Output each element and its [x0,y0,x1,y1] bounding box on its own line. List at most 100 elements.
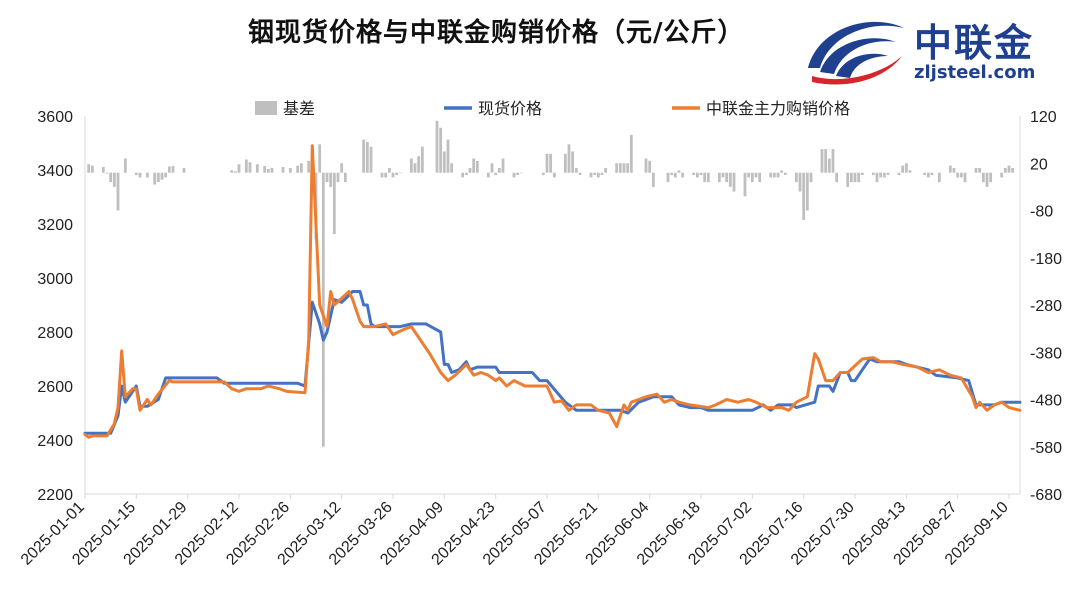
basis-bar [156,172,160,183]
basis-bar [985,172,989,187]
basis-bar [164,172,168,178]
basis-bar [263,166,267,173]
basis-bar [981,172,985,183]
y-left-tick-label: 2800 [37,325,73,342]
basis-bar [230,170,234,173]
basis-bar [574,167,578,173]
basis-bar [743,172,747,197]
basis-bar [600,172,604,176]
basis-bar [1011,167,1015,173]
basis-bar [604,167,608,173]
basis-bar [820,149,824,173]
basis-bar [266,168,270,173]
basis-bar [758,172,762,183]
y-right-tick-label: -380 [1030,345,1062,362]
logo: 中联金 zljsteel.com [800,6,1070,88]
basis-bar [798,172,802,192]
basis-bar [299,163,303,173]
basis-bar [783,172,787,176]
basis-bar [831,149,835,173]
y-left-tick-label: 2200 [37,487,73,504]
basis-bar [728,172,732,187]
basis-bar [677,170,681,173]
basis-bar [747,172,751,178]
logo-name: 中联金 [914,21,1035,65]
basis-bar [512,172,516,178]
basis-bar [622,163,626,173]
basis-bar [948,165,952,173]
basis-bar [853,172,857,183]
y-right-tick-label: -280 [1030,298,1062,315]
basis-bar [754,172,758,178]
basis-bar [318,144,322,173]
basis-bar [398,172,402,174]
basis-bar [930,172,934,176]
basis-bar [160,172,164,180]
basis-bar [706,172,710,183]
basis-bar [153,172,157,185]
basis-bar [952,167,956,173]
basis-bar [501,158,505,173]
basis-bar [871,172,875,176]
basis-bar [552,172,556,178]
chart-title: 铟现货价格与中联金购销价格（元/公斤） [248,18,745,48]
basis-bar [648,160,652,173]
basis-bar [541,172,545,176]
basis-bar [417,156,421,173]
basis-bar [321,172,325,447]
basis-bar [112,172,116,187]
basis-bar [901,165,905,173]
basis-bar [167,166,171,173]
basis-bar [860,172,864,176]
basis-bar [1000,172,1004,178]
logo-swoosh-icon [808,21,904,85]
basis-bar [721,172,725,178]
basis-bar [670,172,674,176]
basis-bar [391,172,395,178]
basis-bar [589,172,593,178]
basis-bar [123,158,127,173]
basis-bar [578,172,582,176]
basis-bar [340,163,344,173]
basis-bar [732,172,736,192]
basis-bar [875,172,879,183]
basis-bar [908,170,912,173]
basis-bar [780,170,784,173]
basis-bar [109,172,113,183]
basis-bar [380,172,384,178]
basis-bar [926,172,930,178]
basis-bar [989,172,993,183]
basis-bar [794,172,798,183]
basis-bar [420,146,424,173]
basis-bar [904,163,908,173]
basis-bar [255,164,259,173]
basis-bar [769,172,773,178]
basis-bar [593,172,597,176]
basis-bar [651,172,655,187]
basis-bar [87,164,91,173]
basis-bar [233,171,237,173]
y-left-tick-label: 3200 [37,217,73,234]
basis-bar [809,172,813,183]
basis-bar [802,172,806,220]
y-right-tick-label: -480 [1030,393,1062,410]
y-right-tick-label: -180 [1030,251,1062,268]
basis-bar [563,153,567,173]
basis-bar [472,158,476,173]
basis-bar [882,172,886,178]
basis-bar [365,141,369,173]
y-left-tick-label: 3600 [37,109,73,126]
y-right-tick-label: -680 [1030,487,1062,504]
basis-bar [626,163,630,173]
basis-bar [307,160,311,173]
basis-bar [387,167,391,173]
basis-bar [615,163,619,173]
basis-bar [296,165,300,173]
basis-bar [237,164,241,173]
basis-bar [897,172,901,176]
y-right-tick-label: 20 [1030,156,1048,173]
basis-bar [145,172,149,178]
basis-bar [1007,165,1011,173]
basis-bar [464,172,468,176]
basis-bar [288,167,292,173]
